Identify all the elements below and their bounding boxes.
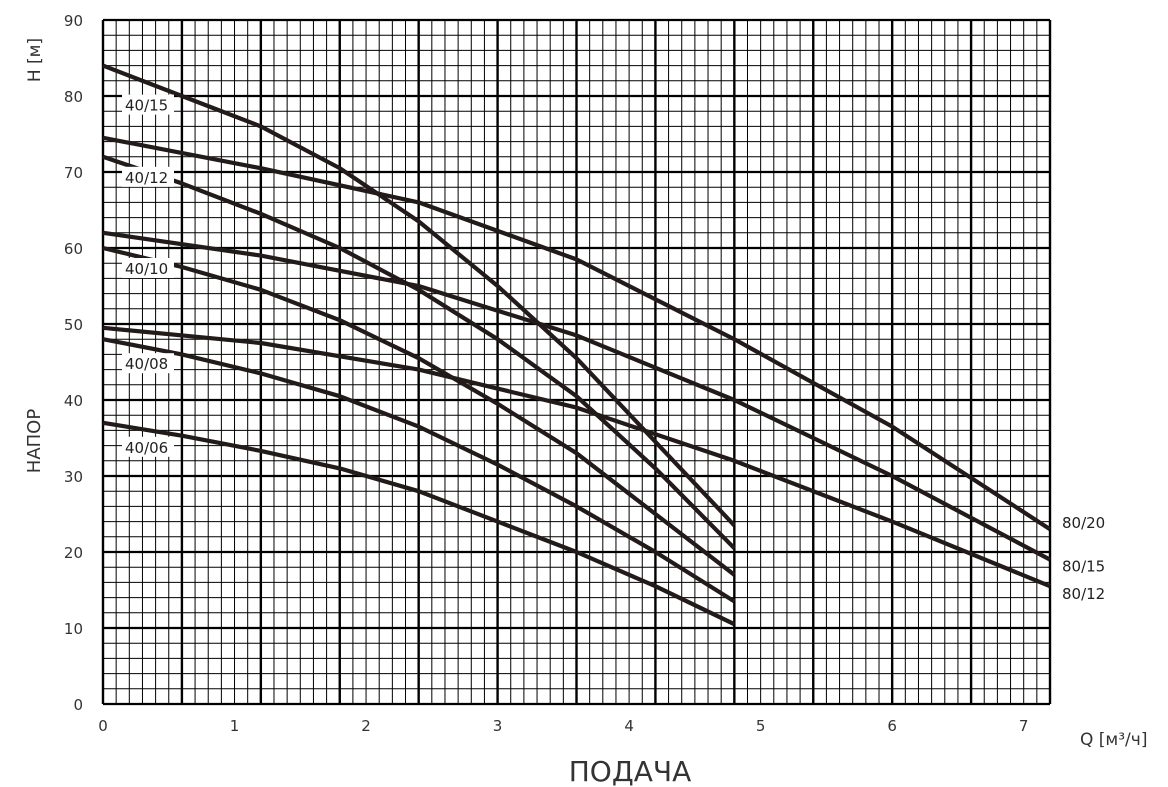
x-axis-title: ПОДАЧА bbox=[569, 755, 691, 787]
series-label-bg bbox=[1059, 583, 1111, 604]
series-label-80-12: 80/12 bbox=[1062, 585, 1105, 603]
y-axis-units-label: H [м] bbox=[25, 38, 45, 82]
series-lines bbox=[102, 63, 1052, 627]
y-tick-label: 50 bbox=[64, 316, 83, 334]
y-axis-title: НАПОР bbox=[24, 409, 45, 474]
x-tick-label: 3 bbox=[493, 717, 503, 735]
series-label-40-08: 40/08 bbox=[125, 355, 168, 373]
x-axis-units-label: Q [м³/ч] bbox=[1080, 730, 1147, 750]
y-tick-labels: 0 10 20 30 40 50 60 70 80 90 bbox=[64, 12, 83, 714]
series-line-40-06 bbox=[102, 420, 736, 627]
series-label-bg bbox=[122, 166, 174, 187]
y-tick-label: 20 bbox=[64, 544, 83, 562]
y-tick-label: 60 bbox=[64, 240, 83, 258]
series-line-80-15 bbox=[102, 230, 1051, 562]
x-tick-label: 1 bbox=[230, 717, 240, 735]
y-tick-label: 30 bbox=[64, 468, 83, 486]
series-labels: 40/15 40/12 40/10 40/08 40/06 80/20 80/15 80/12 bbox=[122, 94, 1111, 604]
x-tick-label: 4 bbox=[624, 717, 634, 735]
series-label-bg bbox=[122, 258, 174, 278]
series-label-40-12: 40/12 bbox=[125, 169, 168, 187]
series-label-40-15: 40/15 bbox=[125, 97, 168, 115]
major-grid bbox=[101, 18, 1052, 706]
series-line-40-10 bbox=[102, 245, 736, 577]
series-line-40-08 bbox=[102, 337, 736, 604]
y-tick-label: 70 bbox=[64, 164, 83, 182]
x-tick-labels: 0 1 2 3 4 5 6 7 bbox=[98, 717, 1028, 735]
series-label-bg bbox=[1059, 555, 1111, 576]
series-line-80-20 bbox=[102, 135, 1052, 531]
x-tick-label: 0 bbox=[98, 717, 108, 735]
y-tick-label: 80 bbox=[64, 88, 83, 106]
series-line-40-15 bbox=[102, 63, 736, 527]
series-label-bg bbox=[122, 353, 174, 374]
x-tick-label: 2 bbox=[361, 717, 371, 735]
series-label-bg bbox=[1059, 512, 1111, 533]
series-label-80-20: 80/20 bbox=[1062, 514, 1105, 532]
x-tick-label: 6 bbox=[887, 717, 897, 735]
y-tick-label: 40 bbox=[64, 392, 83, 410]
series-label-80-15: 80/15 bbox=[1062, 558, 1105, 576]
y-tick-label: 90 bbox=[64, 12, 83, 30]
series-label-40-10: 40/10 bbox=[125, 260, 168, 278]
x-tick-label: 7 bbox=[1019, 717, 1029, 735]
series-label-bg bbox=[122, 94, 174, 115]
y-tick-label: 0 bbox=[73, 696, 83, 714]
x-tick-label: 5 bbox=[756, 717, 766, 735]
y-tick-label: 10 bbox=[64, 620, 83, 638]
series-label-bg bbox=[122, 436, 174, 457]
series-line-40-12 bbox=[102, 154, 736, 550]
series-line-80-12 bbox=[102, 325, 1051, 589]
series-label-40-06: 40/06 bbox=[125, 439, 168, 457]
